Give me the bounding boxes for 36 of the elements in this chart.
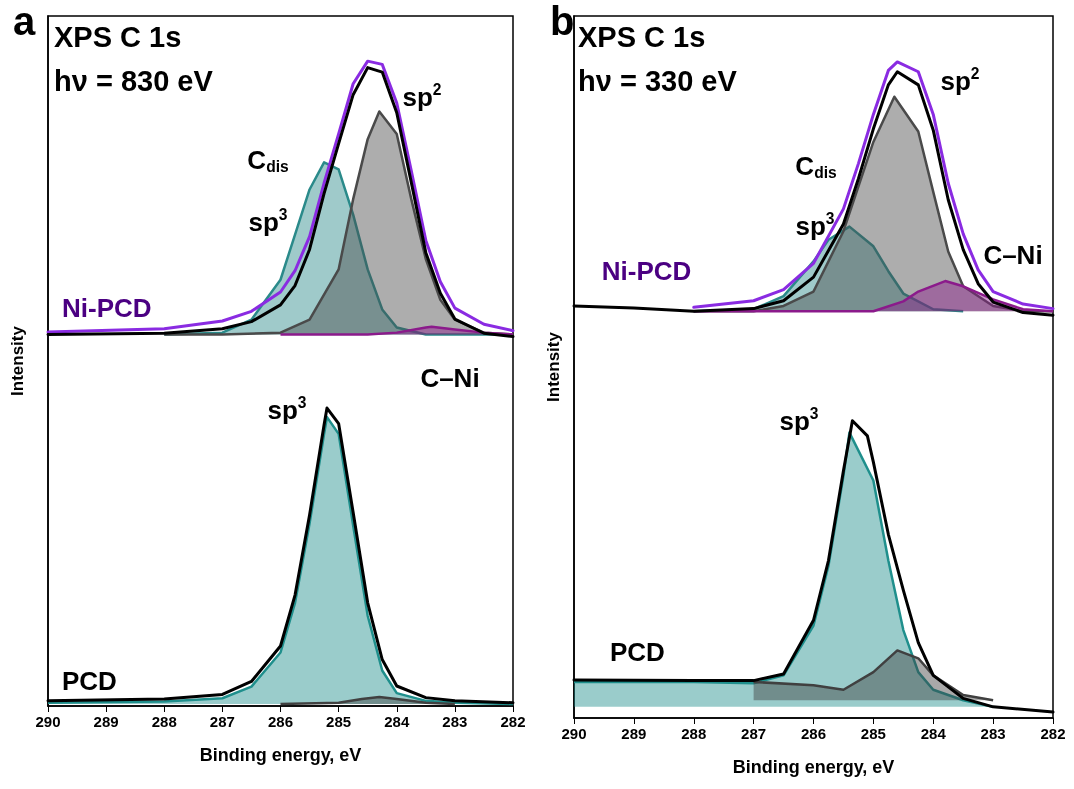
x-tick-label: 288 — [681, 725, 707, 742]
x-tick-label: 283 — [442, 713, 468, 730]
x-tick-label: 285 — [326, 713, 352, 730]
x-tick-label: 285 — [860, 725, 886, 742]
x-tick-label: 284 — [920, 725, 947, 742]
y-axis-title: Intensity — [544, 331, 563, 402]
x-tick-label: 282 — [1040, 725, 1066, 742]
text: XPS C 1s — [578, 20, 706, 53]
x-tick-label: 290 — [35, 713, 61, 730]
y-axis-title: Intensity — [8, 325, 27, 396]
x-tick-label: 282 — [500, 713, 526, 730]
x-tick-label: 284 — [384, 713, 410, 730]
annotation: hν = 830 eV — [54, 64, 214, 97]
series-label: PCD — [610, 636, 665, 667]
x-tick-label: 286 — [267, 713, 294, 730]
text: XPS C 1s — [54, 20, 182, 53]
chart-title: b — [550, 0, 575, 43]
x-tick-label: 290 — [561, 725, 587, 742]
x-tick-label: 286 — [800, 725, 827, 742]
x-tick-label: 289 — [621, 725, 647, 742]
series-label: Ni-PCD — [62, 292, 152, 323]
annotation: Cdis — [795, 151, 837, 181]
chart-title: a — [13, 0, 36, 43]
x-tick-label: 283 — [980, 725, 1006, 742]
annotation: Cdis — [247, 145, 289, 175]
x-axis-title: Binding energy, eV — [199, 745, 362, 765]
series-label: Ni-PCD — [601, 256, 692, 287]
x-tick-label: 287 — [209, 713, 235, 730]
x-axis-title: Binding energy, eV — [732, 757, 895, 777]
x-tick-label: 289 — [93, 713, 119, 730]
annotation: C–Ni — [983, 240, 1043, 270]
annotation: C–Ni — [420, 363, 480, 393]
x-tick-label: 288 — [151, 713, 177, 730]
series-label: PCD — [62, 665, 117, 696]
annotation: hν = 330 eV — [578, 64, 738, 97]
x-tick-label: 287 — [741, 725, 767, 742]
